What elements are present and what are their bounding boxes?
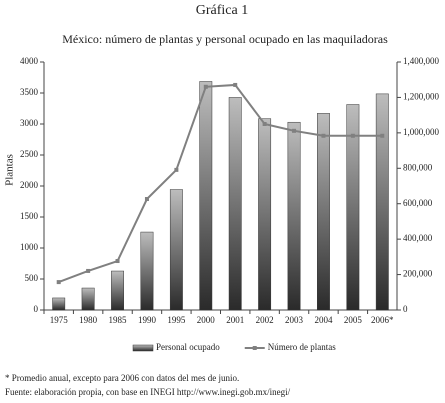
- y-tick-label: 0: [34, 304, 39, 314]
- x-tick-label: 2005: [344, 315, 363, 325]
- x-tick-label: 2003: [285, 315, 304, 325]
- legend-label: Personal ocupado: [156, 342, 220, 352]
- bar: [140, 231, 154, 311]
- marker: [203, 84, 208, 89]
- bar: [52, 297, 66, 311]
- marker: [292, 128, 297, 133]
- marker: [115, 259, 120, 264]
- footnote: * Promedio anual, excepto para 2006 con …: [5, 373, 239, 383]
- y-tick-label: 500: [25, 273, 39, 283]
- y-tick-label: 1000: [20, 242, 39, 252]
- marker: [174, 167, 179, 172]
- y-tick-label: 4000: [20, 56, 39, 66]
- y2-tick-label: 1,000,000: [403, 127, 440, 137]
- y2-tick-label: 400,000: [403, 233, 433, 243]
- marker: [350, 133, 355, 138]
- y-tick-label: 1500: [20, 211, 39, 221]
- chart-title: México: número de plantas y personal ocu…: [62, 32, 388, 46]
- bar: [228, 97, 242, 311]
- legend-marker: [252, 346, 257, 350]
- y2-tick-label: 0: [403, 304, 408, 314]
- bar: [346, 104, 360, 311]
- y2-tick-label: 600,000: [403, 198, 433, 208]
- x-tick-label: 2004: [314, 315, 333, 325]
- y-tick-label: 3000: [20, 118, 39, 128]
- bar: [169, 189, 183, 311]
- y-tick-label: 2000: [20, 180, 39, 190]
- marker: [86, 268, 91, 273]
- marker: [262, 122, 267, 126]
- y2-tick-label: 1,200,000: [403, 91, 440, 101]
- marker: [56, 280, 61, 285]
- line: [58, 83, 383, 284]
- marker: [321, 133, 326, 138]
- bar: [317, 113, 330, 311]
- marker: [380, 133, 385, 138]
- bar: [375, 93, 389, 311]
- marker: [233, 82, 238, 87]
- x-tick-label: 2000: [197, 315, 216, 325]
- y2-tick-label: 200,000: [403, 269, 433, 279]
- y-tick-label: 3500: [20, 87, 39, 97]
- header: Gráfica 1: [196, 3, 248, 18]
- bar: [258, 118, 272, 311]
- bar: [81, 287, 95, 311]
- legend-swatch: [132, 344, 154, 352]
- x-tick-label: 1995: [167, 315, 186, 325]
- x-tick-label: 2001: [226, 315, 244, 325]
- x-tick-label: 2006*: [371, 315, 394, 325]
- x-tick-label: 1975: [50, 315, 69, 325]
- marker: [144, 197, 149, 202]
- y2-tick-label: 800,000: [403, 162, 433, 172]
- bar: [111, 270, 124, 311]
- x-tick-label: 2002: [256, 315, 274, 325]
- source: Fuente: elaboración propia, con base en …: [5, 387, 291, 397]
- x-tick-label: 1980: [79, 315, 98, 325]
- x-tick-label: 1985: [109, 315, 128, 325]
- y-tick-label: 2500: [20, 149, 39, 159]
- y2-tick-label: 1,400,000: [403, 56, 440, 66]
- y-axis-label: Plantas: [4, 154, 16, 186]
- bar: [199, 81, 213, 311]
- bar: [287, 121, 301, 311]
- x-tick-label: 1990: [138, 315, 157, 325]
- legend-label: Número de plantas: [268, 342, 336, 352]
